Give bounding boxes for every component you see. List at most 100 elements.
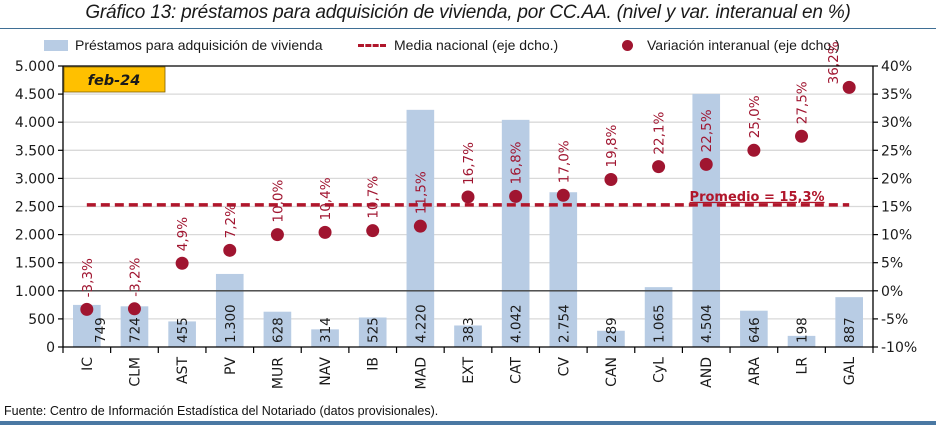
x-tick-label: CAT: [509, 357, 525, 384]
dot-MAD: [413, 219, 427, 233]
x-tick-label: ARA: [747, 357, 763, 386]
bar-value-label: 4.042: [509, 304, 525, 343]
average-line: Promedio = 15,3%: [86, 190, 850, 207]
bar-IB: [358, 317, 387, 347]
bar-value-label: 646: [747, 317, 763, 343]
bar-value-label: 2.754: [556, 304, 572, 343]
source-note: Fuente: Centro de Información Estadístic…: [4, 404, 439, 418]
dot-ARA: [747, 143, 761, 157]
right-tick-label: 25%: [881, 143, 912, 159]
dot-value-label: 27,5%: [795, 81, 811, 124]
dot-PV: [223, 243, 237, 257]
legend-label-loans: Préstamos para adquisición de vivienda: [75, 37, 323, 53]
dot-value-label: 10,0%: [270, 180, 286, 223]
right-tick-label: -10%: [881, 340, 917, 356]
bar-value-label: 383: [461, 317, 477, 343]
bar-MUR: [263, 311, 292, 347]
x-tick-label: CV: [556, 357, 572, 377]
left-tick-label: 3.000: [15, 171, 55, 187]
left-tick-label: 4.000: [15, 115, 55, 131]
x-tick-label: AST: [175, 357, 191, 384]
legend-bar-swatch: [44, 39, 68, 51]
bar-EXT: [454, 325, 482, 347]
bar-CyL: [644, 287, 673, 347]
bar-value-label: 887: [842, 317, 858, 343]
bar-labels: 749 724 455 1.300 628 314 525 4.220 383 4.042 2.75…: [93, 304, 858, 343]
x-tick-label: IB: [366, 357, 382, 371]
dot-value-label: -3,2%: [127, 257, 143, 296]
bar-value-label: 724: [127, 317, 143, 343]
dot-value-label: 10,7%: [366, 176, 382, 219]
dot-AST: [175, 256, 189, 270]
bar-value-label: 628: [270, 317, 286, 343]
bar-CV: [549, 192, 578, 347]
left-tick-label: 1.500: [15, 256, 55, 272]
x-tick-label: MAD: [413, 357, 429, 389]
x-tick-label: EXT: [461, 357, 477, 384]
dot-CyL: [652, 160, 666, 174]
title-divider: [0, 28, 936, 29]
x-tick-label: MUR: [270, 357, 286, 389]
dot-value-label: 11,5%: [413, 171, 429, 214]
legend-dash-swatch: [358, 43, 386, 47]
period-badge-box: [63, 66, 166, 93]
legend-label-variation: Variación interanual (eje dcho.): [647, 37, 840, 53]
axes: 0 500 1.000 1.500 2.000 2.500 3.000 3.500 4.000 4…: [15, 59, 917, 389]
x-tick-label: IC: [80, 357, 96, 371]
dot-value-label: 25,0%: [747, 95, 763, 138]
dot-MUR: [270, 228, 284, 242]
bar-value-label: 455: [175, 317, 191, 343]
dot-IB: [366, 224, 380, 238]
bar-CAN: [597, 330, 625, 347]
bar-CAT: [501, 119, 530, 347]
x-tick-label: GAL: [842, 357, 858, 385]
dot-CAT: [509, 189, 523, 203]
bar-AST: [168, 321, 196, 347]
left-tick-label: 2.000: [15, 228, 55, 244]
dots: [80, 80, 856, 316]
bar-ARA: [740, 310, 768, 347]
dot-value-label: 7,2%: [223, 204, 239, 238]
bar-value-label: 314: [318, 317, 334, 343]
x-tick-label: CLM: [127, 357, 143, 387]
dot-CLM: [127, 302, 141, 316]
bar-value-label: 1.300: [223, 304, 239, 343]
legend-item-variation: Variación interanual (eje dcho.): [622, 37, 840, 53]
left-tick-label: 4.500: [15, 87, 55, 103]
bar-value-label: 289: [604, 317, 620, 343]
dot-EXT: [461, 190, 475, 204]
dot-NAV: [318, 225, 332, 239]
right-tick-label: 10%: [881, 228, 912, 244]
right-tick-label: 35%: [881, 87, 912, 103]
legend-dot-swatch: [622, 39, 633, 51]
x-tick-label: NAV: [318, 357, 334, 386]
dot-value-label: 10,4%: [318, 177, 334, 220]
dot-value-label: 36,2%: [826, 41, 842, 84]
x-tick-label: CAN: [604, 357, 620, 387]
right-tick-label: 40%: [881, 59, 912, 75]
left-tick-label: 3.500: [15, 143, 55, 159]
x-tick-label: AND: [699, 357, 715, 388]
bar-NAV: [311, 329, 339, 347]
bars: [73, 93, 863, 347]
right-tick-label: 0%: [881, 284, 903, 300]
right-tick-label: 5%: [881, 256, 903, 272]
right-tick-label: 30%: [881, 115, 912, 131]
left-tick-label: 5.000: [15, 59, 55, 75]
bar-value-label: 198: [795, 317, 811, 343]
dot-value-label: 4,9%: [175, 217, 191, 251]
bar-GAL: [835, 297, 863, 347]
bar-AND: [692, 93, 721, 347]
dot-value-label: 17,0%: [556, 140, 572, 183]
dot-value-label: 22,5%: [699, 109, 715, 152]
legend-item-average: Media nacional (eje dcho.): [358, 37, 558, 53]
bar-value-label: 4.220: [413, 304, 429, 343]
bar-PV: [215, 273, 244, 347]
right-tick-label: 20%: [881, 171, 912, 187]
left-tick-label: 0: [46, 340, 55, 356]
dot-value-label: 16,8%: [509, 141, 525, 184]
dot-value-label: -3,3%: [80, 258, 96, 297]
right-tick-label: 15%: [881, 200, 912, 216]
period-badge-label: feb-24: [88, 73, 141, 89]
